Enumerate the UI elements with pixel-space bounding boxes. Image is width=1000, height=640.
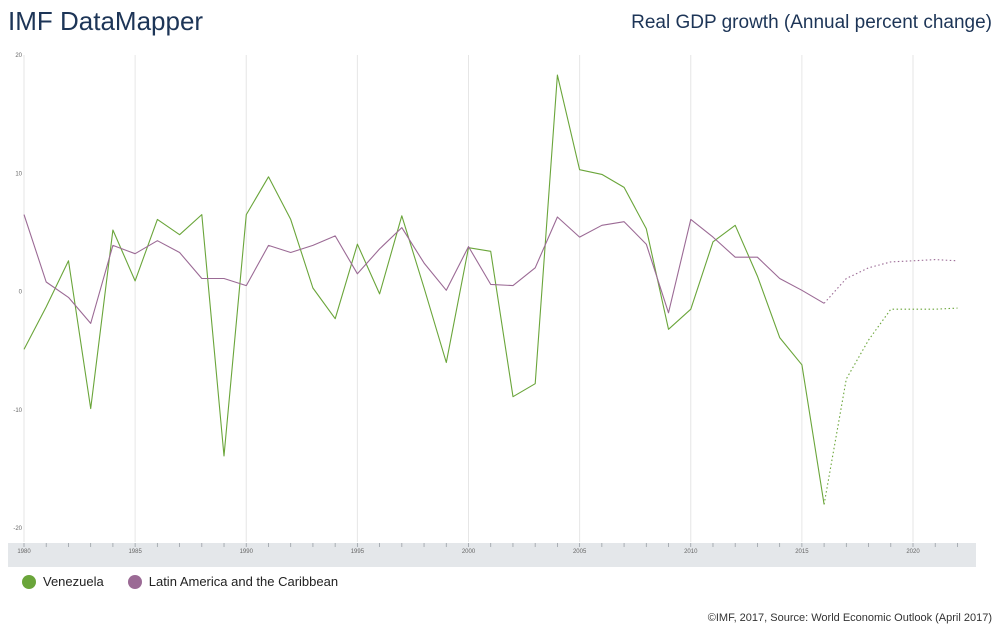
chart-title: Real GDP growth (Annual percent change) (631, 12, 992, 33)
line-chart: 1980 1985 1990 1995 2000 2005 2010 2015 2020 201… (8, 53, 976, 567)
x-tick-label: 1995 (351, 549, 365, 555)
series-projection-0 (823, 307, 958, 505)
latam-legend-dot-icon (127, 574, 142, 589)
x-tick-label: 2015 (795, 549, 809, 555)
legend-label-latam: Latin America and the Caribbean (148, 574, 339, 589)
y-tick-label: 0 (19, 290, 23, 296)
y-tick-label: -20 (13, 526, 22, 532)
legend-item-latam[interactable]: Latin America and the Caribbean (127, 574, 339, 589)
series-projection-1 (823, 259, 958, 304)
y-tick-label: 20 (15, 53, 22, 59)
x-tick-label: 2010 (684, 549, 698, 555)
venezuela-legend-dot-icon (22, 574, 36, 589)
x-tick-label: 1985 (128, 549, 142, 555)
grid-layer (23, 55, 914, 542)
series-layer (23, 74, 958, 505)
source-note: ©IMF, 2017, Source: World Economic Outlo… (707, 612, 992, 624)
x-tick-label: 2005 (573, 549, 587, 555)
x-tick-label: 1980 (17, 549, 31, 555)
legend: Venezuela Latin America and the Caribbea… (22, 574, 338, 589)
x-tick-label: 2000 (462, 549, 476, 555)
series-line-1 (23, 214, 825, 324)
x-tick-label: 1990 (240, 549, 254, 555)
y-axis: 20 10 0 -10 -20 (13, 53, 22, 532)
x-axis-band (8, 543, 976, 567)
x-tick-label: 2020 (906, 549, 920, 555)
legend-label-venezuela: Venezuela (43, 574, 104, 589)
legend-item-venezuela[interactable]: Venezuela (22, 574, 104, 589)
y-tick-label: 10 (15, 171, 22, 177)
app-title: IMF DataMapper (8, 6, 204, 36)
series-line-0 (23, 74, 825, 505)
x-axis: 1980 1985 1990 1995 2000 2005 2010 2015 2020 (8, 543, 976, 567)
y-tick-label: -10 (13, 408, 22, 414)
